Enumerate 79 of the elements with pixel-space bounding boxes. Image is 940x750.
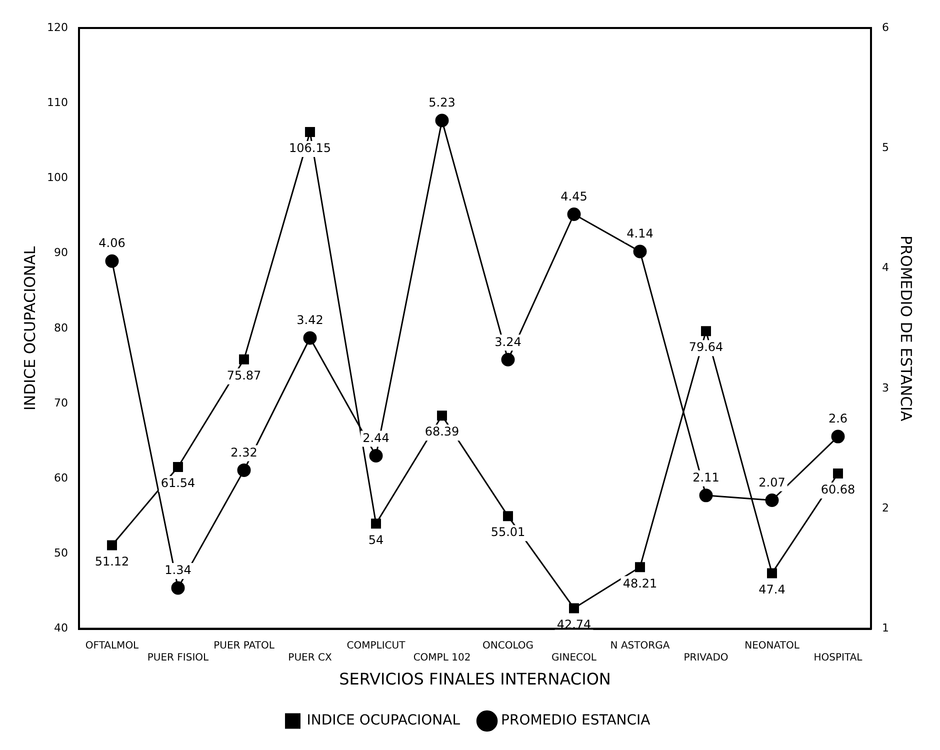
y-tick-label: 120	[46, 20, 68, 34]
point	[239, 354, 249, 364]
x-tick-label: PRIVADO	[684, 652, 728, 664]
y-tick-label: 80	[54, 321, 68, 334]
point	[435, 114, 449, 128]
point	[107, 540, 117, 550]
data-label: 4.06	[98, 236, 126, 250]
x-tick-label: COMPLICUT	[346, 640, 406, 652]
y2-tick-label: 5	[882, 141, 889, 154]
data-label: 3.42	[296, 313, 324, 328]
data-label: 48.21	[622, 576, 658, 590]
data-label: 55.01	[490, 525, 526, 540]
y-tick-label: 50	[54, 546, 68, 560]
point	[567, 208, 581, 221]
x-tick-label: PUER PATOL	[214, 640, 275, 652]
data-label: 2.07	[758, 475, 786, 490]
point	[635, 562, 645, 572]
data-label: 2.44	[362, 430, 390, 445]
x-tick-label: COMPL 102	[413, 652, 471, 664]
point	[765, 493, 779, 507]
y-tick-label: 60	[54, 471, 68, 484]
y-tick-label: 40	[54, 622, 68, 635]
data-label: 1.34	[164, 563, 192, 578]
data-label: 51.12	[94, 554, 130, 568]
point	[303, 331, 317, 345]
point	[767, 568, 777, 578]
data-label: 61.54	[160, 476, 196, 490]
x-tick-label: HOSPITAL	[814, 652, 863, 664]
data-label: 54	[368, 532, 384, 547]
legend-label: PROMEDIO ESTANCIA	[501, 712, 651, 729]
data-label: 2.11	[692, 470, 720, 485]
y-tick-label: 70	[54, 396, 68, 410]
y-axis-title: INDICE OCUPACIONAL	[20, 246, 39, 411]
y2-tick-label: 3	[882, 381, 889, 394]
point	[569, 603, 579, 614]
y2-tick-label: 6	[882, 20, 889, 34]
point	[701, 326, 711, 336]
data-label: 3.24	[494, 334, 522, 349]
data-label: 2.6	[828, 412, 848, 426]
legend-label: INDICE OCUPACIONAL	[306, 712, 460, 729]
point	[105, 254, 119, 268]
point	[633, 244, 647, 258]
point	[503, 511, 513, 522]
data-label: 5.23	[428, 96, 456, 110]
x-tick-label: OFTALMOL	[85, 640, 140, 652]
point	[371, 518, 381, 529]
point	[369, 449, 383, 463]
point	[171, 581, 185, 595]
x-axis-title: SERVICIOS FINALES INTERNACION	[339, 670, 611, 689]
data-label: 75.87	[226, 368, 262, 383]
data-label: 60.68	[820, 482, 856, 497]
point	[501, 352, 515, 366]
data-label: 79.64	[688, 340, 724, 354]
point	[833, 468, 843, 478]
y-tick-label: 90	[54, 246, 68, 260]
x-tick-label: NEONATOL	[744, 640, 800, 652]
y-tick-label: 100	[46, 171, 68, 184]
x-tick-label: N ASTORGA	[610, 640, 670, 652]
data-label: 68.39	[424, 424, 460, 439]
data-label: 106.15	[288, 141, 331, 156]
x-tick-label: ONCOLOG	[482, 640, 534, 652]
x-tick-label: PUER CX	[288, 652, 332, 664]
y-tick-label: 110	[46, 96, 68, 109]
data-label: 4.14	[626, 226, 654, 241]
point	[237, 463, 251, 477]
point	[305, 127, 315, 138]
point	[173, 462, 183, 472]
point	[437, 410, 447, 421]
x-tick-label: GINECOL	[552, 652, 597, 664]
point	[831, 430, 845, 444]
x-tick-label: PUER FISIOL	[147, 652, 210, 664]
y2-axis-title: PROMEDIO DE ESTANCIA	[897, 236, 916, 422]
y2-tick-label: 1	[882, 622, 889, 635]
y2-tick-label: 2	[882, 502, 889, 514]
data-label: 47.4	[758, 582, 786, 596]
y2-tick-label: 4	[882, 261, 889, 274]
data-label: 2.32	[230, 445, 258, 460]
data-label: 4.45	[560, 189, 588, 204]
point	[699, 488, 713, 502]
